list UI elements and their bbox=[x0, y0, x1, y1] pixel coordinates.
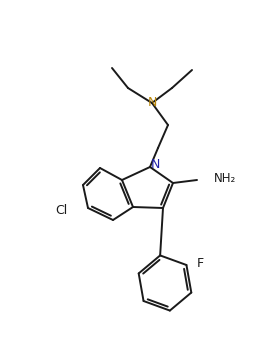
Text: N: N bbox=[147, 97, 157, 109]
Text: Cl: Cl bbox=[56, 203, 68, 217]
Text: NH₂: NH₂ bbox=[214, 173, 236, 185]
Text: N: N bbox=[150, 158, 160, 171]
Text: F: F bbox=[196, 257, 204, 270]
